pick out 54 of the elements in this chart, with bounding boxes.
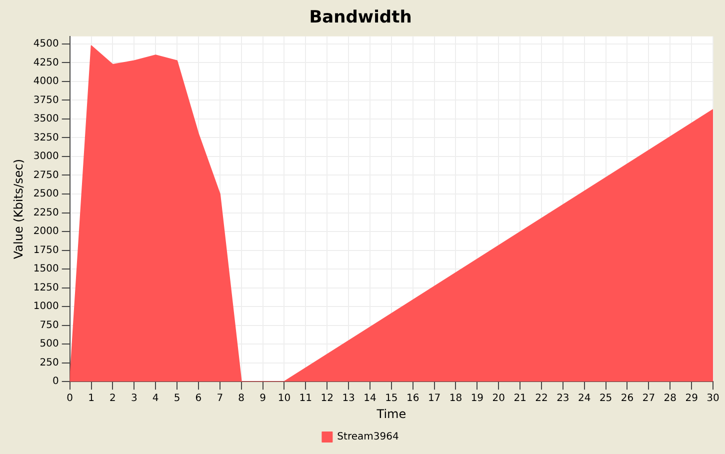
- y-tick-label: 750: [40, 320, 59, 331]
- x-tick-label: 13: [342, 393, 355, 404]
- x-tick-label: 27: [642, 393, 656, 404]
- x-tick-label: 17: [428, 393, 441, 404]
- legend-label: Stream3964: [337, 432, 399, 443]
- y-tick-label: 1250: [33, 282, 59, 294]
- y-tick-label: 3500: [33, 114, 59, 125]
- x-tick-label: 11: [299, 393, 312, 404]
- x-tick-label: 28: [664, 393, 676, 404]
- y-tick-label: 500: [40, 338, 59, 350]
- x-tick-label: 2: [110, 393, 116, 404]
- x-tick-label: 29: [685, 393, 698, 404]
- x-tick-label: 7: [216, 393, 224, 404]
- x-tick-label: 1: [88, 393, 94, 404]
- y-tick-label: 3250: [33, 132, 59, 144]
- y-tick-label: 1500: [33, 264, 59, 275]
- x-tick-label: 26: [620, 393, 634, 404]
- x-tick-label: 6: [195, 393, 202, 404]
- x-tick-label: 9: [260, 393, 266, 404]
- y-tick-label: 1000: [33, 301, 59, 312]
- y-tick-label: 4500: [33, 38, 59, 50]
- y-tick-label: 4000: [33, 76, 59, 88]
- y-tick-label: 3750: [33, 94, 59, 106]
- x-tick-label: 21: [514, 393, 526, 404]
- y-tick-label: 3000: [33, 151, 59, 162]
- y-tick-label: 4250: [33, 57, 59, 68]
- x-tick-label: 25: [599, 393, 612, 404]
- x-tick-label: 4: [152, 393, 159, 404]
- x-tick-label: 3: [130, 393, 138, 404]
- x-tick-label: 30: [706, 393, 720, 404]
- x-tick-label: 18: [449, 393, 462, 404]
- x-tick-label: 24: [578, 393, 591, 404]
- x-tick-label: 19: [470, 393, 484, 404]
- y-tick-label: 2750: [33, 170, 59, 181]
- x-tick-label: 15: [385, 393, 398, 404]
- x-tick-label: 22: [535, 393, 548, 404]
- x-tick-label: 12: [320, 393, 334, 404]
- y-tick-label: 0: [52, 376, 59, 388]
- x-tick-label: 8: [238, 393, 245, 404]
- y-tick-label: 250: [40, 357, 59, 368]
- x-tick-label: 23: [556, 393, 570, 404]
- x-axis-title: Time: [376, 406, 406, 421]
- y-tick-label: 1750: [33, 244, 59, 256]
- chart-title: Bandwidth: [309, 8, 412, 28]
- x-tick-label: 20: [492, 393, 505, 404]
- y-tick-label: 2250: [33, 207, 59, 218]
- y-tick-label: 2500: [33, 188, 59, 200]
- y-axis-title: Value (Kbits/sec): [11, 158, 26, 260]
- x-tick-label: 0: [66, 393, 74, 404]
- y-tick-label: 2000: [33, 226, 59, 238]
- x-tick-label: 16: [406, 393, 420, 404]
- x-tick-label: 10: [278, 393, 291, 404]
- x-tick-label: 14: [364, 393, 376, 404]
- x-tick-label: 5: [174, 393, 180, 404]
